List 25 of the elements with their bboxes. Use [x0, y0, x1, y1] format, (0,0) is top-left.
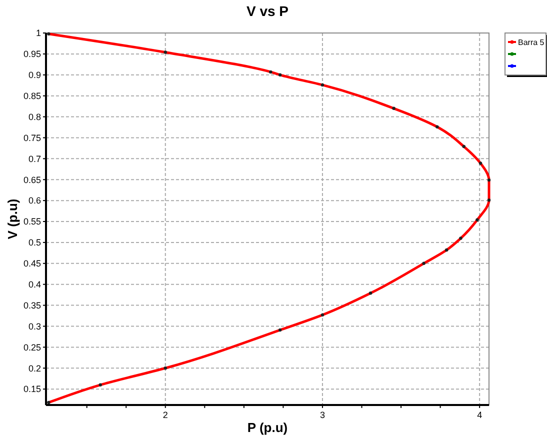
- y-axis-title: V (p.u): [5, 198, 20, 240]
- x-tick-label: 3: [320, 410, 325, 420]
- y-tick-label: 0.3: [28, 321, 41, 332]
- y-tick-label: 0.55: [23, 216, 41, 227]
- y-tick-label: 0.5: [28, 238, 41, 248]
- y-tick-label: 0.75: [23, 132, 41, 143]
- y-tick-label: 0.65: [23, 174, 41, 185]
- x-axis-title: P (p.u): [247, 420, 288, 435]
- y-tick-label: 0.35: [23, 300, 41, 310]
- y-tick-label: 0.7: [28, 154, 41, 164]
- y-tick-label: 0.45: [23, 258, 41, 269]
- legend-label: Barra 5: [518, 38, 545, 47]
- x-tick-label: 2: [162, 410, 168, 420]
- y-tick-label: 0.9: [28, 70, 41, 80]
- y-tick-label: 0.2: [28, 363, 41, 374]
- y-tick-label: 0.4: [28, 280, 41, 290]
- y-tick-label: 1: [36, 28, 41, 38]
- chart-title: V vs P: [246, 3, 289, 19]
- y-tick-label: 0.6: [28, 196, 41, 206]
- y-tick-label: 0.95: [23, 49, 41, 60]
- x-tick-label: 4: [477, 410, 482, 420]
- y-tick-label: 0.25: [23, 342, 41, 352]
- y-tick-label: 0.85: [23, 90, 41, 101]
- y-tick-label: 0.8: [28, 112, 41, 122]
- y-tick-label: 0.15: [23, 384, 41, 394]
